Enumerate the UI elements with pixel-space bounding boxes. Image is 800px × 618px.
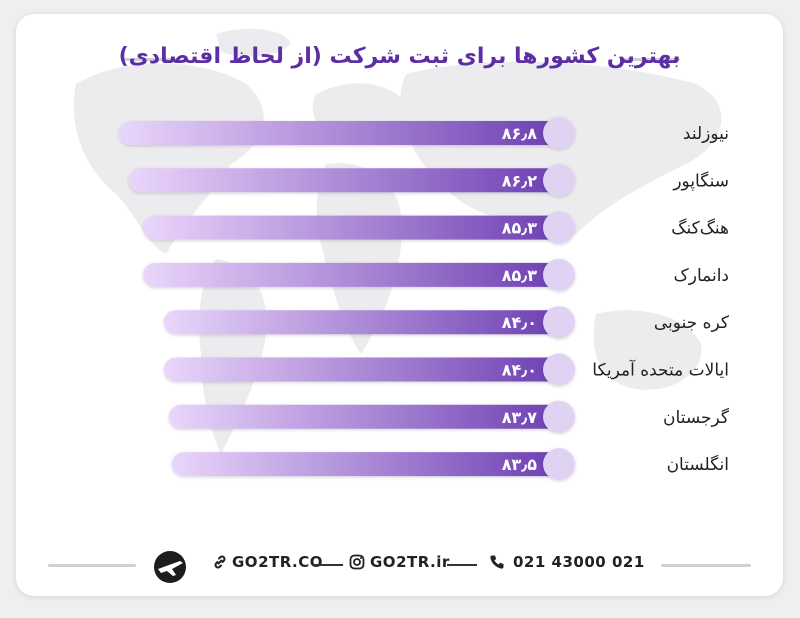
bar-cap <box>543 353 575 386</box>
airplane-logo-icon <box>150 549 190 585</box>
infographic-card: بهترین کشورها برای ثبت شرکت (از لحاظ اقت… <box>16 14 783 596</box>
bar-chart: ۸۶٫۸ نیوزلند ۸۶٫۲ سنگاپور ۸۵٫۳ هنگ‌کنگ ۸۵٫۳ دان… <box>119 117 730 481</box>
footer-dash-2 <box>447 564 477 566</box>
bar-cap <box>543 117 575 149</box>
footer-line-right <box>661 564 751 567</box>
data-label: ۸۶٫۲ <box>502 171 538 190</box>
instagram-icon <box>349 554 365 570</box>
category-label: هنگ‌کنگ <box>671 218 729 239</box>
data-label: ۸۶٫۸ <box>502 124 538 143</box>
bar-cap <box>543 400 575 433</box>
data-label: ۸۳٫۷ <box>502 408 538 427</box>
link-icon <box>212 554 228 570</box>
category-label: نیوزلند <box>683 124 729 144</box>
phone-icon <box>489 554 505 570</box>
data-label: ۸۵٫۳ <box>502 266 538 285</box>
data-label: ۸۳٫۵ <box>502 455 538 474</box>
bar-cap <box>543 164 575 197</box>
bar <box>168 404 559 429</box>
footer-instagram[interactable]: GO2TR.ir <box>370 553 450 571</box>
data-label: ۸۴٫۰ <box>502 313 537 332</box>
footer-website[interactable]: GO2TR.CO <box>232 553 324 571</box>
bar-cap <box>543 306 575 339</box>
bar <box>128 168 559 193</box>
bar <box>163 310 559 335</box>
bar <box>163 357 559 382</box>
data-label: ۸۴٫۰ <box>502 361 537 380</box>
bar <box>119 121 559 145</box>
category-label: انگلستان <box>667 454 729 475</box>
chart-title: بهترین کشورها برای ثبت شرکت (از لحاظ اقت… <box>118 44 681 69</box>
footer-dash-1 <box>313 564 343 566</box>
category-label: سنگاپور <box>672 170 729 191</box>
data-label: ۸۵٫۳ <box>502 219 538 238</box>
category-label: ایالات متحده آمریکا <box>592 359 729 381</box>
title-line-left <box>121 58 181 61</box>
bar-cap <box>543 211 575 244</box>
title-line-right <box>620 58 680 61</box>
bar-cap <box>543 258 575 291</box>
footer: GO2TR.CO GO2TR.ir 021 43000 021 <box>16 549 783 583</box>
footer-line-left <box>48 564 136 567</box>
bar-cap <box>543 448 575 481</box>
category-label: کره جنوبی <box>654 313 730 333</box>
category-label: گرجستان <box>663 407 730 428</box>
bar <box>143 262 559 287</box>
footer-phone[interactable]: 021 43000 021 <box>513 553 645 571</box>
category-label: دانمارک <box>674 266 729 286</box>
bar <box>172 452 559 477</box>
bar <box>143 215 559 240</box>
